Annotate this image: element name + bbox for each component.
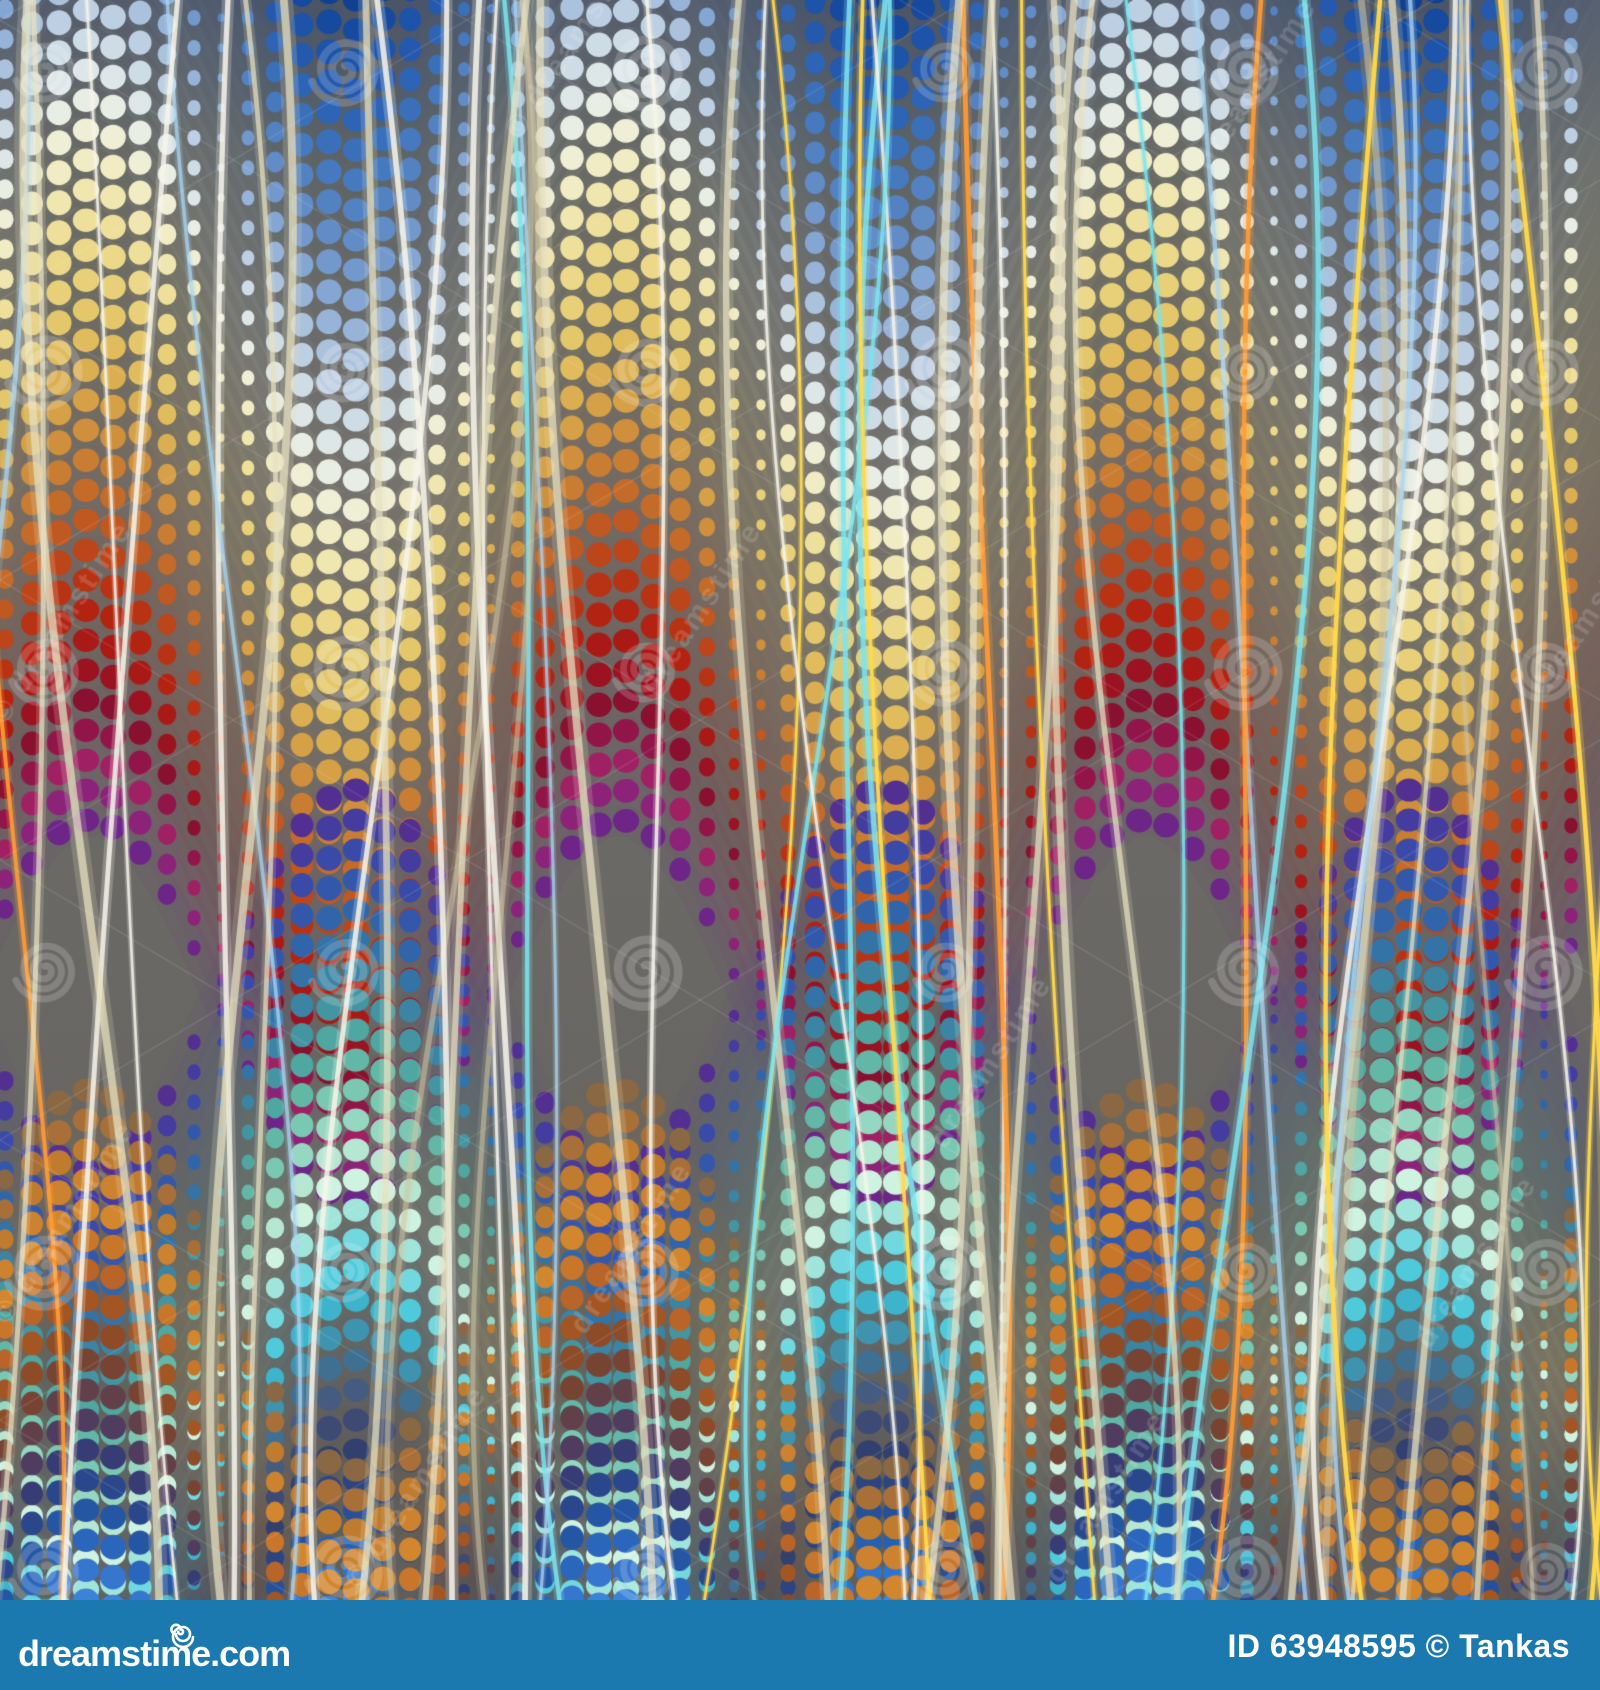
watermark-footer-bar: dreamstime.com ID 63948595 © Tankas (0, 1600, 1600, 1690)
image-id-credit: ID 63948595 © Tankas (1227, 1627, 1570, 1664)
dreamstime-logo: dreamstime.com (18, 1623, 291, 1672)
pattern-canvas (0, 0, 1600, 1600)
dreamstime-spiral-icon (170, 1623, 195, 1649)
brand-text: dreamstime.com (18, 1633, 291, 1674)
